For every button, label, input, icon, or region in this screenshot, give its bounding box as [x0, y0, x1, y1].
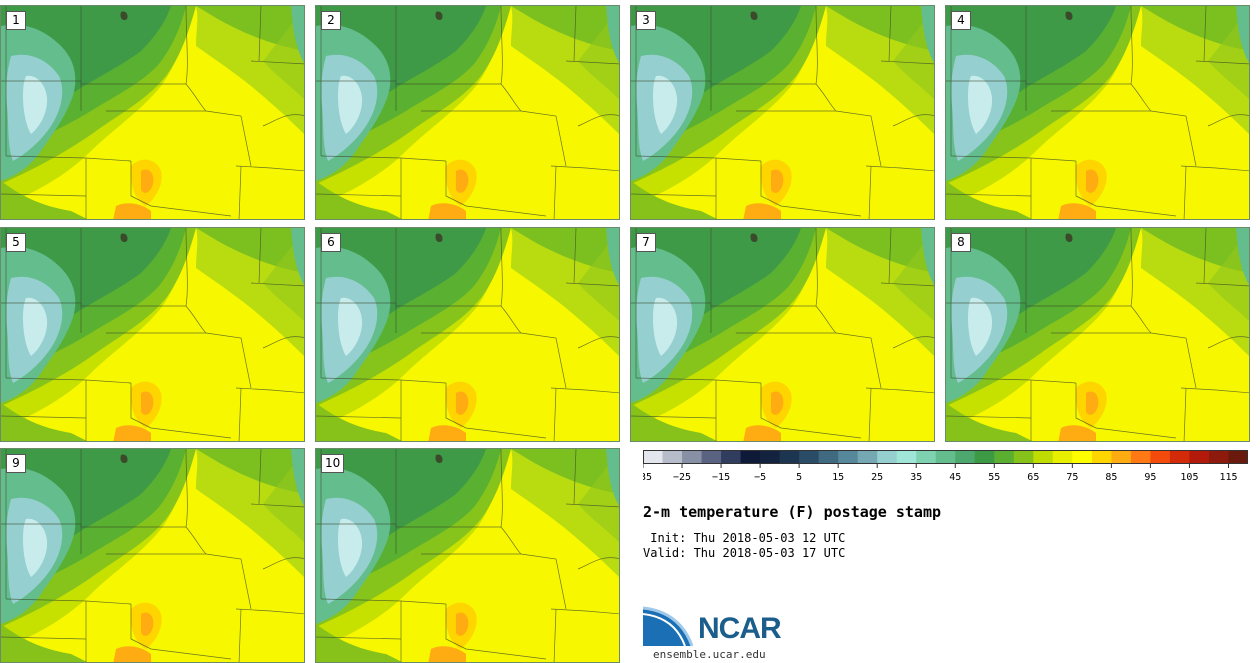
panel-number-label: 6 — [321, 233, 341, 252]
temperature-map — [1, 449, 305, 663]
colorbar-swatch — [643, 450, 663, 464]
panel-number-label: 4 — [951, 11, 971, 30]
temperature-map — [631, 228, 935, 442]
colorbar-tick-label: 115 — [1219, 472, 1237, 483]
valid-time: Valid: Thu 2018-05-03 17 UTC — [643, 546, 846, 560]
ncar-logo-text: NCAR — [698, 612, 782, 645]
colorbar-swatch — [682, 450, 702, 464]
ensemble-member-panel: 5 — [0, 227, 305, 442]
colorbar-swatch — [1033, 450, 1054, 464]
panel-number-label: 10 — [321, 454, 345, 473]
site-url: ensemble.ucar.edu — [653, 648, 766, 661]
colorbar-tick-label: 75 — [1066, 472, 1078, 483]
colorbar-swatch — [1169, 450, 1190, 464]
panel-number-label: 8 — [951, 233, 971, 252]
colorbar-swatch — [721, 450, 741, 464]
temperature-map — [316, 228, 620, 442]
colorbar-tick-label: 65 — [1027, 472, 1039, 483]
colorbar-swatch — [779, 450, 800, 464]
colorbar-tick-label: −15 — [712, 472, 730, 483]
colorbar-swatch — [955, 450, 976, 464]
panel-number-label: 2 — [321, 11, 341, 30]
colorbar-tick-label: 85 — [1105, 472, 1117, 483]
chart-title: 2-m temperature (F) postage stamp — [643, 503, 942, 521]
colorbar-swatch — [818, 450, 839, 464]
ensemble-member-panel: 10 — [315, 448, 620, 663]
colorbar-swatch — [760, 450, 781, 464]
colorbar-swatch — [1072, 450, 1093, 464]
ensemble-member-panel: 7 — [630, 227, 935, 442]
colorbar-swatch — [877, 450, 898, 464]
ensemble-member-panel: 9 — [0, 448, 305, 663]
colorbar-swatch — [740, 450, 761, 464]
colorbar-swatch — [994, 450, 1015, 464]
temperature-map — [316, 449, 620, 663]
colorbar-swatch — [1111, 450, 1132, 464]
colorbar-tick-label: 35 — [910, 472, 922, 483]
panel-number-label: 3 — [636, 11, 656, 30]
temperature-map — [316, 6, 620, 220]
temperature-map — [631, 6, 935, 220]
panel-number-label: 5 — [6, 233, 26, 252]
colorbar-swatch — [662, 450, 683, 464]
temperature-map — [946, 228, 1250, 442]
panel-number-label: 7 — [636, 233, 656, 252]
colorbar-swatch — [916, 450, 937, 464]
colorbar-swatch — [1052, 450, 1073, 464]
colorbar-tick-label: 25 — [871, 472, 883, 483]
colorbar-swatch — [1150, 450, 1171, 464]
colorbar-tick-label: 105 — [1180, 472, 1198, 483]
colorbar-swatch — [1130, 450, 1151, 464]
colorbar-swatch — [857, 450, 878, 464]
init-time: Init: Thu 2018-05-03 12 UTC — [643, 531, 846, 545]
colorbar-swatch — [935, 450, 956, 464]
colorbar-tick-label: 45 — [949, 472, 961, 483]
colorbar-tick-label: −5 — [754, 472, 766, 483]
ensemble-member-panel: 3 — [630, 5, 935, 220]
ensemble-member-panel: 8 — [945, 227, 1250, 442]
ensemble-member-panel: 4 — [945, 5, 1250, 220]
colorbar-swatch — [974, 450, 995, 464]
temperature-map — [1, 228, 305, 442]
colorbar-tick-label: 5 — [796, 472, 802, 483]
temperature-map — [946, 6, 1250, 220]
colorbar-border — [643, 450, 1248, 464]
colorbar-swatch — [1208, 450, 1229, 464]
ensemble-member-panel: 2 — [315, 5, 620, 220]
ensemble-member-panel: 6 — [315, 227, 620, 442]
temperature-map — [1, 6, 305, 220]
ensemble-member-panel: 1 — [0, 5, 305, 220]
colorbar-tick-label: −25 — [673, 472, 691, 483]
colorbar-tick-label: −35 — [643, 472, 652, 483]
temperature-colorbar: −35 −25 −15 −5 5 15 25 35 45 55 65 75 85 95 105 115 — [643, 450, 1248, 483]
colorbar-swatch — [1189, 450, 1210, 464]
panel-number-label: 1 — [6, 11, 26, 30]
colorbar-swatch — [701, 450, 722, 464]
colorbar-swatch — [799, 450, 820, 464]
panel-number-label: 9 — [6, 454, 26, 473]
colorbar-swatch — [1013, 450, 1034, 464]
colorbar-tick-label: 95 — [1144, 472, 1156, 483]
colorbar-swatch — [1091, 450, 1112, 464]
colorbar-swatch — [838, 450, 859, 464]
colorbar-swatch — [896, 450, 917, 464]
colorbar-tick-label: 55 — [988, 472, 1000, 483]
ncar-logo-icon — [643, 606, 694, 647]
colorbar-tick-label: 15 — [832, 472, 844, 483]
colorbar-swatch — [1228, 450, 1248, 464]
